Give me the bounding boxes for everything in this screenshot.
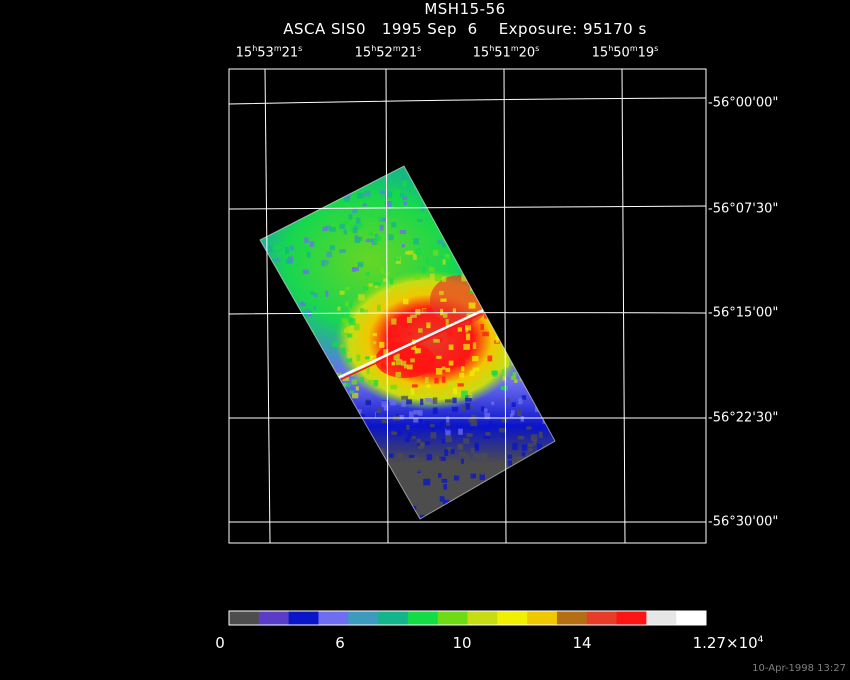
colorbar-segment [288,611,319,625]
colorbar-segment [497,611,528,625]
dec-axis-label: -56°30'00" [708,514,779,530]
colorbar-segment [437,611,468,625]
colorbar-segment [467,611,498,625]
colorbar-segment [556,611,588,625]
ra-axis-label: 15h51m20s [472,44,540,61]
colorbar-tick-label: 14 [572,634,592,652]
plot-title: MSH15-56 [424,0,506,18]
dec-axis-label: -56°15'00" [708,305,779,321]
dec-axis-label: -56°00'00" [708,95,779,111]
colorbar-tick-label: 10 [452,634,472,652]
colorbar-segment [378,611,409,625]
colorbar-segment [616,611,647,625]
plot-subtitle: ASCA SIS0 1995 Sep 6 Exposure: 95170 s [283,20,647,38]
colorbar-frame [228,610,707,626]
colorbar-max-label: 1.27×104 [692,634,764,652]
ra-axis-label: 15h52m21s [354,44,422,61]
colorbar-segment [676,611,707,625]
colorbar-segment [318,611,349,625]
colorbar-segment [258,611,290,625]
timestamp: 10-Apr-1998 13:27 [752,663,846,674]
colorbar-segment [229,611,260,625]
ra-axis-label: 15h53m21s [235,44,303,61]
dec-axis-label: -56°22'30" [708,410,779,426]
ra-axis-label: 15h50m19s [591,44,659,61]
colorbar-segment [527,611,558,625]
colorbar-segment [407,611,439,625]
colorbar-segment [646,611,677,625]
colorbar-segment [348,611,379,625]
coordinate-grid [228,68,707,544]
image-frame [228,68,707,544]
colorbar-tick-label: 6 [335,634,345,652]
colorbar-segment [586,611,618,625]
colorbar-tick-label: 0 [215,634,225,652]
dec-axis-label: -56°07'30" [708,201,779,217]
colorbar [229,611,707,625]
